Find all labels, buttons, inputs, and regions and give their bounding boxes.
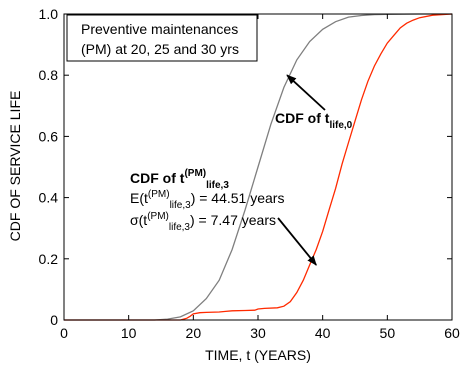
life0-label: CDF of tlife,0 — [275, 110, 353, 131]
life3-annotation: CDF of t(PM)life,3 E(t(PM)life,3) = 44.5… — [130, 168, 317, 266]
x-tick-label: 50 — [380, 325, 396, 341]
life0-arrow — [286, 74, 326, 111]
series-line-1 — [64, 13, 452, 321]
y-tick-label: 0 — [50, 312, 58, 328]
note-box-frame — [66, 14, 258, 62]
life3-arrow — [277, 217, 317, 266]
ticks-layer: 0 10 20 30 40 50 60 0 0.2 0.4 0.6 0.8 1.0 — [39, 6, 460, 341]
y-tick-label: 0.6 — [39, 128, 59, 144]
note-line-2: (PM) at 20, 25 and 30 yrs — [81, 41, 239, 57]
y-tick-label: 0.2 — [39, 251, 59, 267]
life0-annotation: CDF of tlife,0 — [275, 74, 353, 131]
x-axis-label: TIME, t (YEARS) — [205, 347, 311, 363]
y-tick-label: 0.4 — [39, 190, 59, 206]
y-tick-label: 1.0 — [39, 6, 59, 22]
x-tick-label: 30 — [250, 325, 266, 341]
life3-label: CDF of t(PM)life,3 — [130, 168, 229, 191]
x-tick-label: 40 — [315, 325, 331, 341]
note-line-1: Preventive maintenances — [81, 21, 238, 37]
life3-std: σ(t(PM)life,3) = 7.47 years — [130, 211, 276, 233]
life3-mean: E(t(PM)life,3) = 44.51 years — [130, 189, 284, 211]
x-tick-label: 10 — [121, 325, 137, 341]
y-tick-label: 0.8 — [39, 67, 59, 83]
note-box: Preventive maintenances (PM) at 20, 25 a… — [66, 14, 258, 62]
x-tick-label: 60 — [444, 325, 460, 341]
x-tick-label: 0 — [60, 325, 68, 341]
y-axis-label: CDF OF SERVICE LIFE — [7, 91, 23, 242]
x-tick-label: 20 — [186, 325, 202, 341]
